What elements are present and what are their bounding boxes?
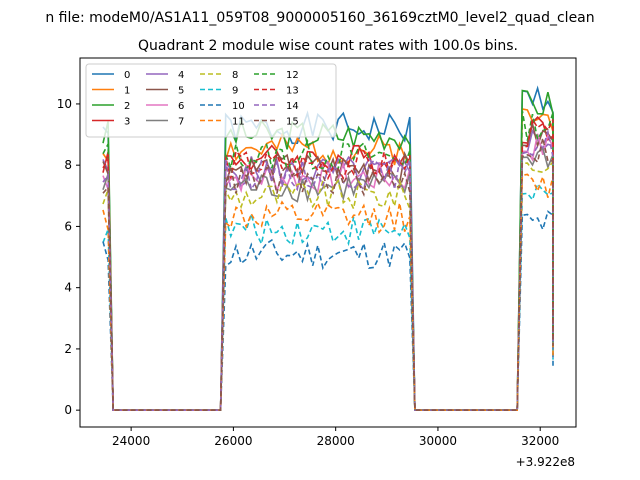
y-tick-label: 4 [64, 281, 72, 295]
legend-label-9: 9 [232, 86, 238, 97]
legend-label-15: 15 [286, 117, 299, 128]
x-tick-label: 32000 [521, 434, 559, 448]
series-line-4 [102, 128, 554, 411]
figure-suptitle: n file: modeM0/AS1A11_059T08_9000005160_… [45, 10, 594, 26]
series-line-14 [102, 128, 554, 411]
y-tick-label: 6 [64, 219, 72, 233]
legend-label-8: 8 [232, 70, 238, 81]
series-line-1 [102, 108, 554, 411]
y-tick-label: 0 [64, 403, 72, 417]
y-tick-label: 10 [57, 97, 72, 111]
series-line-2 [102, 89, 554, 411]
legend-label-11: 11 [232, 117, 245, 128]
series-line-10 [102, 210, 554, 411]
axes-frame [79, 57, 577, 428]
legend-label-2: 2 [124, 101, 130, 112]
x-tick-label: 28000 [317, 434, 355, 448]
legend-label-0: 0 [124, 70, 130, 81]
legend-label-4: 4 [178, 70, 184, 81]
legend-label-12: 12 [286, 70, 299, 81]
series-line-8 [102, 158, 554, 411]
series-line-6 [102, 132, 554, 411]
x-tick-label: 30000 [419, 434, 457, 448]
legend-label-14: 14 [286, 101, 299, 112]
y-tick-label: 8 [64, 158, 72, 172]
legend-label-13: 13 [286, 86, 299, 97]
series-line-11 [102, 173, 554, 411]
legend-label-5: 5 [178, 86, 184, 97]
legend-label-3: 3 [124, 117, 130, 128]
legend-frame [85, 63, 337, 138]
series-line-15 [102, 137, 554, 411]
series-line-12 [102, 110, 554, 411]
plot-area [102, 85, 554, 411]
x-tick-label: 26000 [214, 434, 252, 448]
x-offset-label: +3.922e8 [516, 455, 575, 469]
series-line-9 [102, 182, 554, 411]
legend-label-6: 6 [178, 101, 184, 112]
chart-title: Quadrant 2 module wise count rates with … [138, 38, 518, 54]
series-line-3 [102, 116, 554, 411]
y-tick-label: 2 [64, 342, 72, 356]
legend-label-7: 7 [178, 117, 184, 128]
x-tick-label: 24000 [112, 434, 150, 448]
x-axis: 24000 26000 28000 30000 32000 [112, 427, 559, 448]
legend-label-1: 1 [124, 86, 130, 97]
legend-label-10: 10 [232, 101, 245, 112]
y-axis: 0 2 4 6 8 10 [57, 97, 80, 417]
